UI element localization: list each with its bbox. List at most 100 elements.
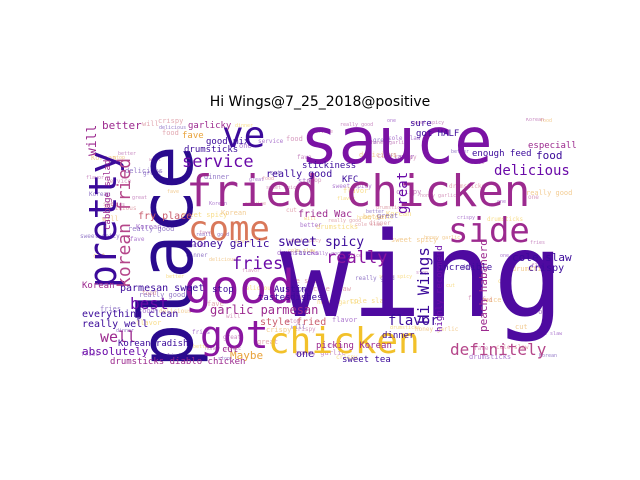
word-especially: especially <box>528 141 576 151</box>
filler-word: drumsticks <box>277 249 320 257</box>
filler-word: fries <box>328 343 344 349</box>
filler-word: service <box>341 253 363 259</box>
filler-word: service <box>472 296 502 304</box>
filler-word: flavor <box>136 319 162 327</box>
filler-word: drumsticks <box>390 325 421 331</box>
filler-word: crispy <box>294 326 316 333</box>
word-picking-korean: picking Korean <box>316 341 392 351</box>
filler-word: will <box>149 157 162 163</box>
filler-word: cole slaw <box>496 344 529 351</box>
filler-word: fave <box>167 189 180 195</box>
filler-word: food <box>262 176 275 182</box>
word-parmesan-sweet: parmesan sweet <box>120 283 205 294</box>
filler-word: fries <box>100 305 122 313</box>
filler-word: honey garlic <box>371 140 408 146</box>
filler-word: drumsticks <box>449 183 486 190</box>
word-really-good: really good <box>266 169 333 180</box>
word-stickiness: stickiness <box>302 161 357 171</box>
word-everything-clean: everything clean <box>82 309 179 320</box>
filler-word: flavor <box>343 187 369 195</box>
filler-word: Korean <box>209 201 228 207</box>
filler-word: better <box>363 213 389 221</box>
filler-word: Korean <box>539 353 558 359</box>
filler-word: stop <box>113 155 126 161</box>
small-words-filler: really good sweet spicy honey garlic cole s… <box>80 118 576 366</box>
filler-word: great <box>223 334 242 341</box>
wordcloud-title: Hi Wings@7_25_2018@positive <box>209 94 431 110</box>
filler-word: fries <box>468 295 487 302</box>
filler-word: stop <box>286 318 301 325</box>
filler-word: really good <box>328 218 362 224</box>
filler-word: service <box>245 201 267 207</box>
filler-word: better <box>193 344 212 350</box>
filler-word: drumsticks <box>316 223 359 231</box>
filler-word: honey garlic <box>424 235 461 241</box>
word-chicken: chicken <box>268 321 420 362</box>
word-good: good <box>184 260 295 314</box>
filler-word: sweet spicy <box>80 233 120 240</box>
filler-word: cole slaw <box>288 248 316 254</box>
word-absolutely: absolutely <box>82 345 149 358</box>
filler-word: cole slaw <box>355 222 383 228</box>
filler-word: better <box>118 151 137 157</box>
filler-word: cut <box>270 170 281 177</box>
filler-word: sweet spicy <box>266 185 300 191</box>
filler-word: will <box>304 216 317 222</box>
filler-word: sweet spicy <box>391 236 438 244</box>
filler-word: really good <box>310 251 344 257</box>
word-dishes: dishes <box>290 293 323 303</box>
filler-word: delicious <box>359 151 397 159</box>
filler-word: fries <box>530 240 546 246</box>
filler-word: stop <box>218 356 231 362</box>
word-peach-habanero: peach habanero <box>477 239 490 332</box>
filler-word: fries <box>192 329 211 336</box>
filler-word: cole slaw <box>313 285 351 293</box>
filler-word: great <box>257 338 279 346</box>
word-austin: Austin <box>274 285 307 295</box>
filler-word: one <box>498 278 509 285</box>
word-wing: wing <box>280 206 565 344</box>
filler-word: honey garlic <box>205 346 242 352</box>
filler-word: honey garlic <box>295 349 346 357</box>
filler-word: drumsticks <box>469 353 512 361</box>
filler-word: fave <box>199 230 212 236</box>
filler-word: honey garlic <box>420 193 457 199</box>
word-garlicky: garlicky <box>188 121 232 131</box>
filler-word: great <box>143 170 162 177</box>
word-got: got <box>200 313 269 357</box>
filler-word: really good <box>196 232 230 238</box>
filler-word: drumsticks <box>487 216 524 223</box>
word-dinner: dinner <box>382 331 415 341</box>
filler-word: delicious <box>209 257 237 263</box>
word-sure: sure <box>410 119 432 129</box>
filler-word: great <box>377 212 399 220</box>
filler-word: delicious <box>160 353 193 360</box>
filler-word: delicious <box>242 285 275 292</box>
word-stop: stop <box>212 285 234 295</box>
word-definitely: definitely <box>450 340 547 359</box>
filler-word: great <box>132 195 148 201</box>
filler-word: crispy <box>457 215 476 221</box>
filler-word: delicious <box>159 308 192 315</box>
word-enough-feed: enough feed <box>472 149 532 159</box>
filler-word: cole slaw <box>283 277 321 285</box>
word-best: best <box>130 294 169 313</box>
word-cloud: really good sweet spicy honey garlic cole s… <box>80 118 576 366</box>
word-well: well <box>100 328 137 346</box>
filler-word: cut <box>446 283 456 289</box>
filler-word: Korean <box>386 210 412 218</box>
word-honey-garlic: honey garlic <box>190 237 270 250</box>
filler-word: dinner <box>116 328 135 334</box>
word-delicious: delicious <box>494 163 570 179</box>
filler-word: stop <box>103 201 118 208</box>
filler-word: food <box>142 290 157 297</box>
filler-word: stop <box>298 177 315 185</box>
filler-word: Korean <box>91 154 117 162</box>
filler-word: cut <box>286 207 297 214</box>
filler-word: fave <box>474 345 489 352</box>
filler-word: one <box>500 253 510 259</box>
filler-word: dinner <box>235 123 254 129</box>
filler-word: great <box>249 177 265 183</box>
filler-word: service <box>106 178 132 185</box>
filler-word: crispy <box>158 118 184 125</box>
